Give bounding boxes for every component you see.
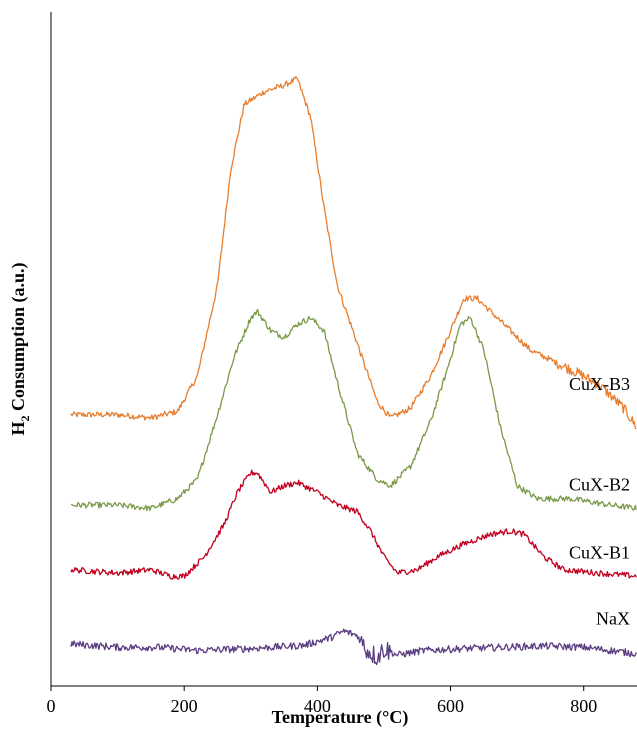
series-line-cux-b1	[70, 469, 637, 580]
x-tick-label: 400	[304, 696, 331, 716]
y-axis-title-subscript: 2	[18, 416, 32, 422]
y-axis-title: H2 Consumption (a.u.)	[8, 262, 32, 435]
x-ticks: 0 200 400 600 800	[47, 686, 597, 716]
x-tick-label: 200	[171, 696, 198, 716]
series-label-nax: NaX	[596, 609, 630, 629]
series-line-cux-b3	[70, 76, 637, 430]
series-label-cux-b3: CuX-B3	[569, 374, 630, 394]
x-tick-label: 0	[47, 696, 56, 716]
x-axis-title: Temperature (°C)	[272, 707, 409, 728]
y-axis-title-rest: Consumption (a.u.)	[8, 262, 29, 415]
series-line-cux-b2	[70, 308, 637, 512]
series-group	[70, 76, 637, 666]
x-tick-label: 800	[570, 696, 597, 716]
series-label-cux-b1: CuX-B1	[569, 543, 630, 563]
plot-area: 0 200 400 600 800 CuX-B3 CuX-B2 CuX-B1 NaX	[47, 12, 637, 716]
series-label-cux-b2: CuX-B2	[569, 474, 630, 494]
y-axis-title-h: H	[8, 422, 28, 436]
series-labels: CuX-B3 CuX-B2 CuX-B1 NaX	[569, 374, 630, 628]
x-tick-label: 600	[437, 696, 464, 716]
series-line-nax	[70, 628, 637, 666]
